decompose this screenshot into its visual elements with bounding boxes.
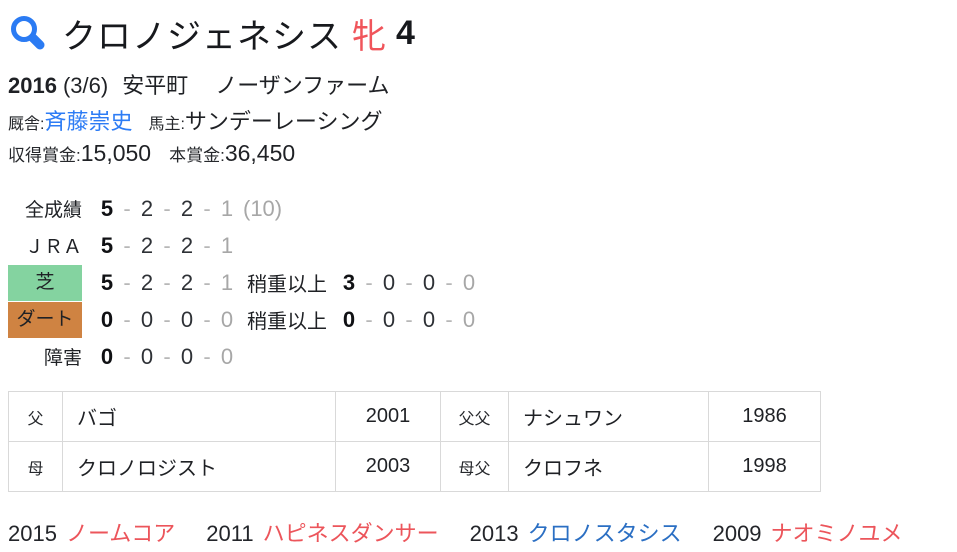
record-label-dirt: ダート — [8, 301, 82, 338]
record-label-turf: 芝 — [8, 264, 82, 301]
record-label-total: 全成績 — [24, 200, 82, 221]
sibling-item: 2011 ハピネスダンサー — [206, 516, 438, 548]
siblings-row: 2015 ノームコア 2011 ハピネスダンサー 2013 クロノスタシス 20… — [8, 516, 957, 548]
sibling-link[interactable]: クロノスタシス — [527, 521, 682, 546]
birth-year: 2016 — [8, 73, 57, 98]
record-stats-turf: 5-2-2-1 — [100, 269, 234, 295]
wet-track-label: 稍重以上 — [247, 311, 327, 333]
relation-label: 父父 — [440, 391, 509, 442]
sire-sire-name: ナシュワン — [508, 391, 709, 442]
record-stats-total: 5-2-2-1 (10) — [100, 195, 283, 221]
horse-age: 4 — [396, 13, 415, 52]
sibling-item: 2009 ナオミノユメ — [713, 516, 903, 548]
sire-year: 2001 — [335, 391, 441, 442]
sibling-year: 2013 — [469, 521, 519, 546]
trainer-owner-row: 厩舎: 斉藤崇史 馬主: サンデーレーシング — [8, 104, 957, 134]
prize-label: 本賞金: — [169, 146, 225, 165]
sibling-link[interactable]: ナオミノユメ — [770, 521, 903, 546]
dam-sire-name: クロフネ — [508, 441, 709, 492]
sibling-item: 2015 ノームコア — [8, 516, 175, 548]
sibling-link[interactable]: ノームコア — [65, 521, 176, 546]
record-row-dirt: ダート 0-0-0-0 稍重以上 0-0-0-0 — [8, 301, 957, 338]
relation-label: 父 — [8, 391, 63, 442]
race-record: 全成績 5-2-2-1 (10) ＪＲＡ 5-2-2-1 芝 5-2-2-1 稍重… — [8, 190, 957, 375]
record-row-total: 全成績 5-2-2-1 (10) — [8, 190, 957, 227]
record-total-starts: (10) — [243, 195, 283, 221]
sibling-year: 2011 — [206, 521, 254, 546]
record-stats-dirt: 0-0-0-0 — [100, 306, 234, 332]
relation-label: 母父 — [440, 441, 509, 492]
birthplace: 安平町 — [122, 73, 189, 98]
sibling-year: 2009 — [712, 521, 762, 546]
record-stats-jra: 5-2-2-1 — [100, 232, 234, 258]
record-row-turf: 芝 5-2-2-1 稍重以上 3-0-0-0 — [8, 264, 957, 301]
owner-label: 馬主: — [148, 116, 185, 133]
record-label-jra: ＪＲＡ — [24, 237, 82, 258]
search-icon[interactable] — [8, 14, 46, 52]
owner-name: サンデーレーシング — [184, 109, 383, 134]
sibling-link[interactable]: ハピネスダンサー — [262, 521, 439, 546]
dam-year: 2003 — [335, 441, 441, 492]
dam-name: クロノロジスト — [62, 441, 336, 492]
record-stats-dirt-wet: 0-0-0-0 — [342, 306, 476, 332]
earnings-value: 15,050 — [80, 140, 152, 166]
trainer-label: 厩舎: — [8, 116, 45, 133]
earnings-label: 収得賞金: — [8, 146, 81, 165]
sibling-year: 2015 — [8, 521, 57, 546]
sire-name: バゴ — [62, 391, 336, 442]
breeder-farm: ノーザンファーム — [215, 73, 390, 98]
record-row-jra: ＪＲＡ 5-2-2-1 — [8, 227, 957, 264]
pedigree-table: 父 バゴ 2001 父父 ナシュワン 1986 母 クロノロジスト 2003 母… — [8, 391, 821, 492]
pedigree-row-dam: 母 クロノロジスト 2003 母父 クロフネ 1998 — [8, 441, 821, 492]
horse-name: クロノジェネシス — [62, 17, 342, 56]
prize-value: 36,450 — [224, 140, 296, 166]
prize-row: 収得賞金: 15,050 本賞金: 36,450 — [8, 140, 957, 168]
record-stats-jump: 0-0-0-0 — [100, 343, 234, 369]
wet-track-label: 稍重以上 — [247, 274, 327, 296]
sibling-item: 2013 クロノスタシス — [470, 516, 682, 548]
birth-row: 2016 (3/6) 安平町 ノーザンファーム — [8, 68, 957, 98]
relation-label: 母 — [8, 441, 63, 492]
record-stats-turf-wet: 3-0-0-0 — [342, 269, 476, 295]
dam-sire-year: 1998 — [708, 441, 821, 492]
trainer-link[interactable]: 斉藤崇史 — [44, 109, 133, 134]
horse-sex: 牝 — [352, 17, 386, 56]
pedigree-row-sire: 父 バゴ 2001 父父 ナシュワン 1986 — [8, 391, 821, 442]
record-row-jump: 障害 0-0-0-0 — [8, 338, 957, 375]
birth-date: (3/6) — [62, 73, 109, 98]
sire-sire-year: 1986 — [708, 391, 821, 442]
title-row: クロノジェネシス 牝 4 — [8, 8, 957, 58]
record-label-jump: 障害 — [43, 348, 82, 369]
